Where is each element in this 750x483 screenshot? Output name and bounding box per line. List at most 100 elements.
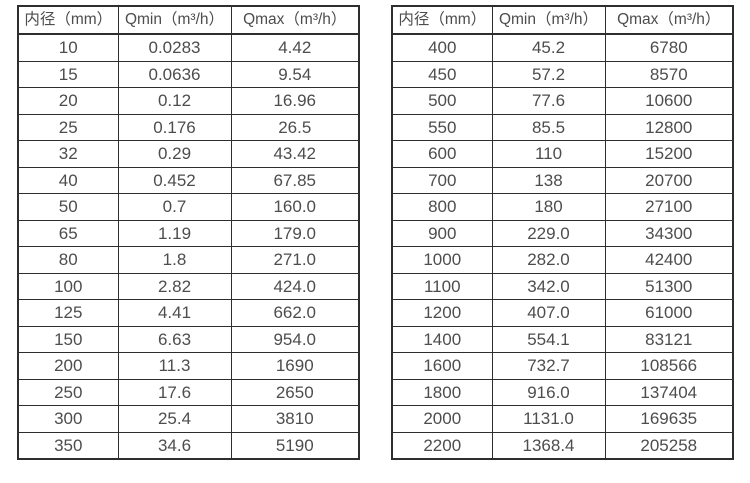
- cell: 1368.4: [491, 431, 606, 460]
- cell: 2650: [230, 378, 360, 406]
- cell: 25.4: [117, 405, 232, 433]
- cell: 4.41: [117, 299, 232, 327]
- cell: 85.5: [491, 113, 606, 141]
- column-header: Qmin（m³/h）: [117, 5, 232, 35]
- cell: 34.6: [117, 431, 232, 460]
- table-row: 65 1.19 179.0: [17, 219, 360, 247]
- cell: 0.176: [117, 113, 232, 141]
- cell: 900: [391, 219, 493, 247]
- table-row: 1100 342.0 51300: [391, 272, 734, 300]
- cell: 229.0: [491, 219, 606, 247]
- cell: 342.0: [491, 272, 606, 300]
- cell: 83121: [604, 325, 734, 353]
- cell: 5190: [230, 431, 360, 460]
- cell: 662.0: [230, 299, 360, 327]
- cell: 205258: [604, 431, 734, 460]
- cell: 10: [17, 33, 119, 62]
- table-row: 400 45.2 6780: [391, 33, 734, 62]
- cell: 271.0: [230, 246, 360, 274]
- cell: 3810: [230, 405, 360, 433]
- cell: 110: [491, 140, 606, 168]
- cell: 424.0: [230, 272, 360, 300]
- table-row: 1400 554.1 83121: [391, 325, 734, 353]
- flow-table-large-diameters: 内径（mm） Qmin（m³/h） Qmax（m³/h） 400 45.2 6780 45…: [391, 5, 734, 460]
- cell: 300: [17, 405, 119, 433]
- cell: 732.7: [491, 352, 606, 380]
- cell: 9.54: [230, 60, 360, 88]
- cell: 169635: [604, 405, 734, 433]
- cell: 25: [17, 113, 119, 141]
- cell: 11.3: [117, 352, 232, 380]
- cell: 12800: [604, 113, 734, 141]
- cell: 1200: [391, 299, 493, 327]
- cell: 954.0: [230, 325, 360, 353]
- cell: 1800: [391, 378, 493, 406]
- cell: 700: [391, 166, 493, 194]
- cell: 45.2: [491, 33, 606, 62]
- table-row: 200 11.3 1690: [17, 352, 360, 380]
- table-row: 25 0.176 26.5: [17, 113, 360, 141]
- cell: 800: [391, 193, 493, 221]
- table-row: 500 77.6 10600: [391, 87, 734, 115]
- header-row: 内径（mm） Qmin（m³/h） Qmax（m³/h）: [17, 5, 360, 35]
- cell: 179.0: [230, 219, 360, 247]
- cell: 0.452: [117, 166, 232, 194]
- cell: 15200: [604, 140, 734, 168]
- table-row: 250 17.6 2650: [17, 378, 360, 406]
- table-body: 400 45.2 6780 450 57.2 8570 500 77.6 10600 550 85.…: [391, 33, 734, 460]
- cell: 10600: [604, 87, 734, 115]
- cell: 67.85: [230, 166, 360, 194]
- table-row: 350 34.6 5190: [17, 431, 360, 460]
- cell: 51300: [604, 272, 734, 300]
- cell: 27100: [604, 193, 734, 221]
- flow-table-small-diameters: 内径（mm） Qmin（m³/h） Qmax（m³/h） 10 0.0283 4.42 1…: [17, 5, 360, 460]
- table-row: 40 0.452 67.85: [17, 166, 360, 194]
- cell: 400: [391, 33, 493, 62]
- table-row: 2200 1368.4 205258: [391, 431, 734, 460]
- table-row: 100 2.82 424.0: [17, 272, 360, 300]
- cell: 16.96: [230, 87, 360, 115]
- cell: 1.19: [117, 219, 232, 247]
- table-row: 800 180 27100: [391, 193, 734, 221]
- cell: 0.29: [117, 140, 232, 168]
- table-row: 2000 1131.0 169635: [391, 405, 734, 433]
- column-header: Qmax（m³/h）: [604, 5, 734, 35]
- table-row: 700 138 20700: [391, 166, 734, 194]
- cell: 550: [391, 113, 493, 141]
- cell: 350: [17, 431, 119, 460]
- cell: 160.0: [230, 193, 360, 221]
- column-header: Qmin（m³/h）: [491, 5, 606, 35]
- cell: 26.5: [230, 113, 360, 141]
- cell: 450: [391, 60, 493, 88]
- cell: 2000: [391, 405, 493, 433]
- cell: 0.12: [117, 87, 232, 115]
- table-row: 300 25.4 3810: [17, 405, 360, 433]
- cell: 108566: [604, 352, 734, 380]
- header-row: 内径（mm） Qmin（m³/h） Qmax（m³/h）: [391, 5, 734, 35]
- table-row: 1800 916.0 137404: [391, 378, 734, 406]
- cell: 15: [17, 60, 119, 88]
- cell: 34300: [604, 219, 734, 247]
- table-row: 550 85.5 12800: [391, 113, 734, 141]
- table-row: 50 0.7 160.0: [17, 193, 360, 221]
- cell: 200: [17, 352, 119, 380]
- cell: 65: [17, 219, 119, 247]
- cell: 61000: [604, 299, 734, 327]
- table-row: 900 229.0 34300: [391, 219, 734, 247]
- cell: 1600: [391, 352, 493, 380]
- cell: 554.1: [491, 325, 606, 353]
- cell: 2200: [391, 431, 493, 460]
- cell: 8570: [604, 60, 734, 88]
- column-header: 内径（mm）: [17, 5, 119, 35]
- table-row: 15 0.0636 9.54: [17, 60, 360, 88]
- cell: 0.0636: [117, 60, 232, 88]
- table-row: 20 0.12 16.96: [17, 87, 360, 115]
- cell: 180: [491, 193, 606, 221]
- cell: 0.0283: [117, 33, 232, 62]
- table-body: 10 0.0283 4.42 15 0.0636 9.54 20 0.12 16.96 25 0.1…: [17, 33, 360, 460]
- cell: 20700: [604, 166, 734, 194]
- cell: 43.42: [230, 140, 360, 168]
- table-row: 10 0.0283 4.42: [17, 33, 360, 62]
- table-row: 600 110 15200: [391, 140, 734, 168]
